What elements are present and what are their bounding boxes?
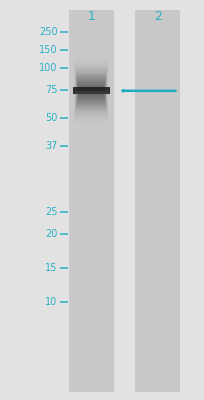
Bar (73, 56, 109, 126)
Bar (73, 54, 109, 128)
Bar (78, 86, 104, 95)
Bar (77, 82, 104, 100)
Text: 25: 25 (45, 207, 57, 217)
Bar (77, 80, 105, 101)
Bar (77, 80, 105, 102)
Bar (73, 58, 109, 124)
Bar (135, 10, 180, 392)
Text: 250: 250 (39, 27, 57, 37)
Bar (76, 78, 105, 104)
Text: 150: 150 (39, 45, 57, 55)
Bar (76, 79, 105, 103)
Bar (75, 72, 106, 110)
Bar (78, 85, 104, 97)
Bar (72, 87, 109, 94)
Bar (74, 62, 108, 119)
Bar (74, 66, 107, 116)
Bar (74, 64, 107, 117)
Bar (73, 56, 109, 125)
Bar (75, 70, 106, 111)
Bar (73, 58, 108, 123)
Bar (73, 59, 108, 122)
Bar (76, 73, 106, 109)
Bar (77, 84, 104, 98)
Text: 37: 37 (45, 141, 57, 151)
Bar (75, 67, 107, 115)
Text: 1: 1 (87, 10, 95, 22)
Bar (76, 77, 105, 104)
Bar (75, 68, 107, 113)
Bar (74, 62, 108, 120)
Bar (77, 83, 104, 99)
Text: 75: 75 (45, 85, 57, 95)
Bar (78, 87, 104, 94)
Bar (78, 86, 104, 96)
Bar (75, 71, 106, 110)
Text: 100: 100 (39, 63, 57, 73)
Bar (73, 55, 109, 127)
Bar (76, 76, 105, 106)
Bar (74, 65, 107, 116)
Text: 50: 50 (45, 113, 57, 123)
Bar (76, 75, 105, 106)
Bar (75, 68, 107, 114)
Bar (76, 74, 106, 108)
Bar (74, 91, 107, 94)
Bar (73, 60, 108, 122)
Text: 2: 2 (153, 10, 161, 22)
Bar (68, 10, 113, 392)
Bar (74, 63, 108, 118)
Bar (77, 81, 105, 100)
Text: 20: 20 (45, 229, 57, 239)
Bar (74, 61, 108, 121)
Bar (75, 69, 106, 112)
Text: 15: 15 (45, 263, 57, 273)
Text: 10: 10 (45, 297, 57, 307)
Bar (76, 74, 106, 107)
